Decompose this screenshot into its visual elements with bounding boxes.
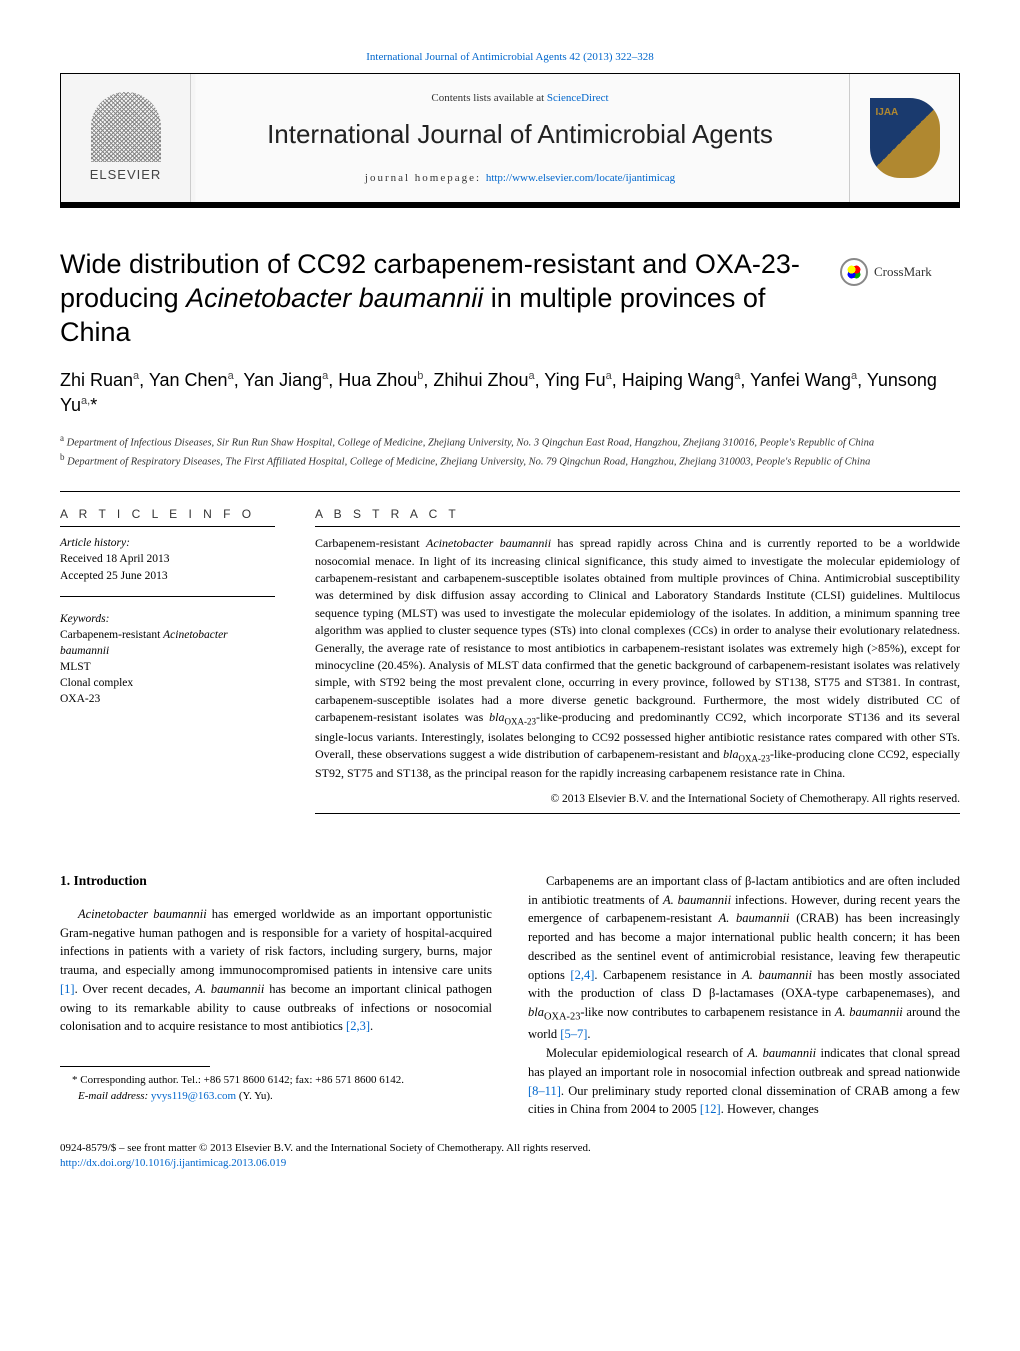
header-center: Contents lists available at ScienceDirec… <box>191 81 849 196</box>
doi-link[interactable]: http://dx.doi.org/10.1016/j.ijantimicag.… <box>60 1157 286 1169</box>
page-footer: 0924-8579/$ – see front matter © 2013 El… <box>60 1141 960 1172</box>
crossmark-icon <box>840 258 868 286</box>
history-label: Article history: <box>60 535 275 551</box>
abstract-column: A B S T R A C T Carbapenem-resistant Aci… <box>315 498 960 822</box>
abstract-heading: A B S T R A C T <box>315 506 960 523</box>
accepted-date: Accepted 25 June 2013 <box>60 568 275 584</box>
article-info-column: A R T I C L E I N F O Article history: R… <box>60 498 275 822</box>
elsevier-tree-icon <box>91 92 161 162</box>
keywords-label: Keywords: <box>60 611 275 627</box>
email-link[interactable]: yvys119@163.com <box>151 1090 236 1102</box>
divider <box>60 596 275 597</box>
affiliation-a: a Department of Infectious Diseases, Sir… <box>60 432 960 451</box>
article-title: Wide distribution of CC92 carbapenem-res… <box>60 248 960 349</box>
paragraph: Molecular epidemiological research of A.… <box>528 1044 960 1119</box>
keyword: MLST <box>60 659 275 675</box>
contents-text: Contents lists available at <box>431 92 546 104</box>
email-label: E-mail address: <box>78 1090 151 1102</box>
footnote-rule <box>60 1066 210 1067</box>
journal-title: International Journal of Antimicrobial A… <box>211 116 829 152</box>
affiliations: a Department of Infectious Diseases, Sir… <box>60 432 960 471</box>
keyword: OXA-23 <box>60 691 275 707</box>
abstract-copyright: © 2013 Elsevier B.V. and the Internation… <box>315 791 960 807</box>
sciencedirect-link[interactable]: ScienceDirect <box>547 92 609 104</box>
citation-header: International Journal of Antimicrobial A… <box>60 50 960 65</box>
authors: Zhi Ruana, Yan Chena, Yan Jianga, Hua Zh… <box>60 368 960 418</box>
paragraph: Acinetobacter baumannii has emerged worl… <box>60 905 492 1036</box>
homepage-link[interactable]: http://www.elsevier.com/locate/ijantimic… <box>486 172 675 184</box>
intro-heading: 1. Introduction <box>60 872 492 891</box>
left-column: 1. Introduction Acinetobacter baumannii … <box>60 872 492 1119</box>
email-line: E-mail address: yvys119@163.com (Y. Yu). <box>60 1089 492 1104</box>
paragraph: Carbapenems are an important class of β-… <box>528 872 960 1044</box>
footer-copyright: 0924-8579/$ – see front matter © 2013 El… <box>60 1141 960 1156</box>
crossmark-label: CrossMark <box>874 263 932 281</box>
received-date: Received 18 April 2013 <box>60 551 275 567</box>
affiliation-b: b Department of Respiratory Diseases, Th… <box>60 451 960 470</box>
body-columns: 1. Introduction Acinetobacter baumannii … <box>60 872 960 1119</box>
crossmark-badge[interactable]: CrossMark <box>840 258 960 286</box>
keyword: Carbapenem-resistant Acinetobacter bauma… <box>60 627 275 659</box>
divider <box>315 526 960 527</box>
abstract-text: Carbapenem-resistant Acinetobacter bauma… <box>315 535 960 783</box>
keyword: Clonal complex <box>60 675 275 691</box>
right-column: Carbapenems are an important class of β-… <box>528 872 960 1119</box>
homepage-label: journal homepage: <box>365 172 486 184</box>
ijaa-logo <box>849 74 959 202</box>
citation-link[interactable]: International Journal of Antimicrobial A… <box>366 51 653 63</box>
elsevier-logo: ELSEVIER <box>61 74 191 202</box>
divider <box>60 526 275 527</box>
ijaa-shape-icon <box>870 98 940 178</box>
journal-header-box: ELSEVIER Contents lists available at Sci… <box>60 73 960 203</box>
contents-line: Contents lists available at ScienceDirec… <box>211 91 829 106</box>
article-info-heading: A R T I C L E I N F O <box>60 506 275 523</box>
journal-homepage: journal homepage: http://www.elsevier.co… <box>211 171 829 186</box>
corresponding-author: * Corresponding author. Tel.: +86 571 86… <box>60 1073 492 1088</box>
elsevier-label: ELSEVIER <box>90 166 162 184</box>
divider <box>315 813 960 814</box>
divider <box>60 491 960 492</box>
email-suffix: (Y. Yu). <box>236 1090 273 1102</box>
